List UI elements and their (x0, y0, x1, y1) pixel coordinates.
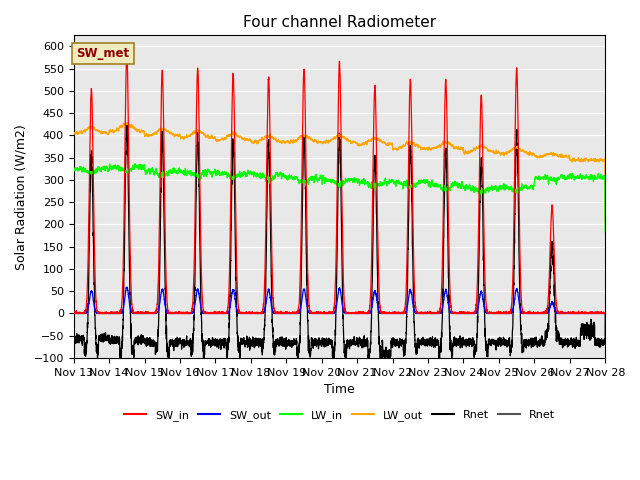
LW_in (131, 161, 139, 167)
Rnet (166, 349, 173, 355)
SW_out (429, 311, 437, 316)
LW_out (166, 130, 173, 135)
Rnet (602, 311, 609, 316)
LW_in (319, 176, 327, 181)
Line: SW_out: SW_out (74, 287, 605, 313)
Line: SW_in: SW_in (74, 52, 605, 313)
LW_in (602, 229, 609, 235)
LW_in (459, 181, 467, 187)
SW_out (602, 311, 609, 316)
SW_in (459, 311, 467, 316)
LW_out (429, 145, 437, 151)
X-axis label: Time: Time (324, 383, 355, 396)
LW_out (124, 120, 131, 126)
LW_out (601, 156, 609, 162)
SW_in (70, 311, 77, 316)
Rnet (123, 120, 131, 126)
Line: Rnet: Rnet (74, 123, 605, 366)
Rnet (70, 335, 77, 340)
LW_out (459, 146, 467, 152)
SW_out (70, 311, 77, 316)
SW_out (459, 311, 467, 316)
SW_in (602, 311, 609, 316)
Rnet (365, 363, 372, 369)
LW_out (489, 149, 497, 155)
LW_out (70, 130, 77, 136)
Text: SW_met: SW_met (77, 48, 130, 60)
LW_in (429, 182, 437, 188)
SW_in (489, 310, 497, 316)
SW_out (489, 311, 497, 316)
LW_out (319, 140, 327, 145)
SW_in (319, 311, 327, 316)
Rnet (489, 339, 497, 345)
Line: LW_out: LW_out (74, 123, 605, 223)
SW_in (601, 311, 609, 316)
SW_in (123, 49, 131, 55)
SW_out (123, 284, 131, 290)
Rnet (319, 344, 327, 349)
SW_in (429, 311, 437, 316)
Y-axis label: Solar Radiation (W/m2): Solar Radiation (W/m2) (15, 124, 28, 270)
LW_in (166, 169, 173, 175)
Title: Four channel Radiometer: Four channel Radiometer (243, 15, 436, 30)
LW_in (70, 168, 77, 174)
Legend: SW_in, SW_out, LW_in, LW_out, Rnet, Rnet: SW_in, SW_out, LW_in, LW_out, Rnet, Rnet (119, 406, 560, 425)
SW_out (601, 311, 609, 316)
SW_out (166, 311, 173, 316)
LW_in (601, 173, 609, 179)
SW_in (166, 310, 173, 316)
Rnet (429, 337, 437, 343)
Line: LW_in: LW_in (74, 164, 605, 232)
LW_out (602, 220, 609, 226)
SW_out (319, 311, 327, 316)
Rnet (601, 341, 609, 347)
LW_in (489, 185, 497, 191)
Rnet (459, 342, 467, 348)
